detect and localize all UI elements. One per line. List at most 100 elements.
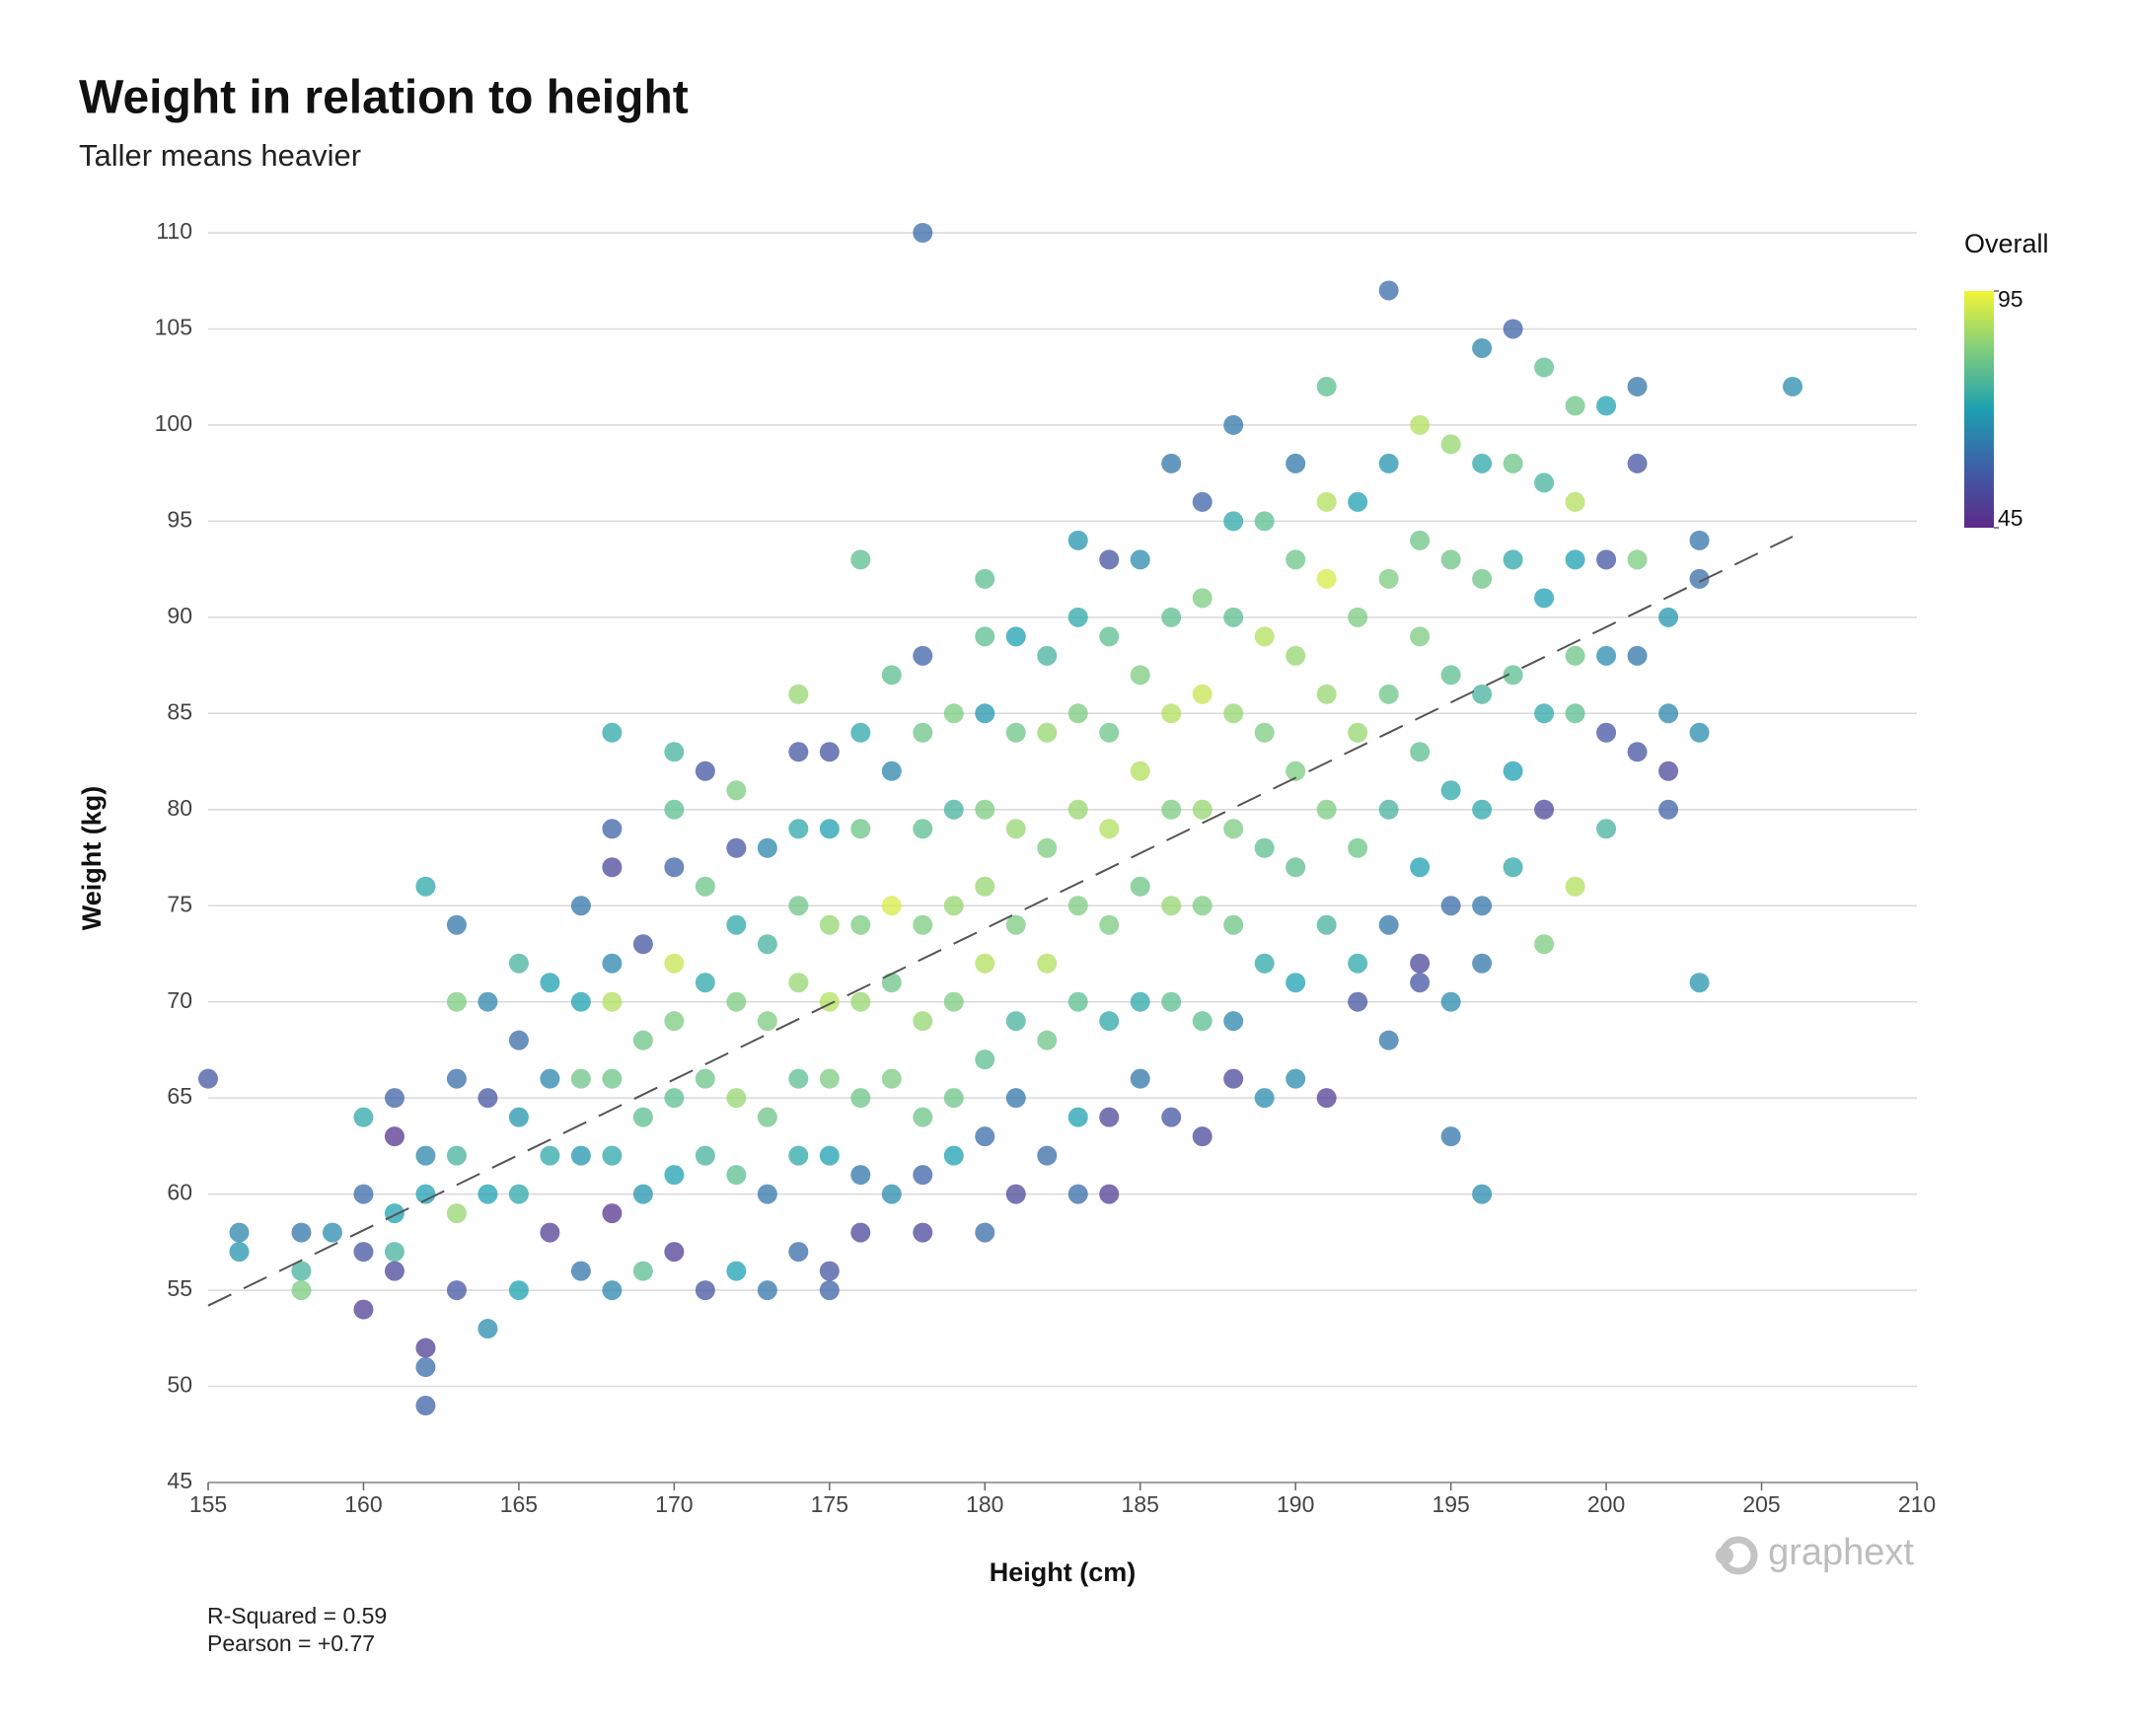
point [1534,934,1555,955]
point [881,973,902,993]
point [1130,991,1150,1012]
point [1472,684,1493,704]
y-tick-label: 70 [167,987,192,1013]
point [1161,799,1182,820]
point [446,991,467,1012]
point [1130,876,1150,897]
point [1596,722,1617,743]
point [1223,1011,1244,1032]
point [726,1165,747,1186]
plot-area: 45 50 55 60 65 70 75 80 85 90 95 100 105 110 155 160 165… [155,218,1937,1517]
point [1099,819,1120,839]
point [1472,896,1493,916]
point [695,1068,715,1089]
point [1254,722,1275,743]
point [1005,914,1026,935]
point [602,1280,623,1301]
point [1037,953,1058,974]
point [570,991,591,1012]
point [1161,991,1182,1012]
point [757,1280,777,1301]
point [943,703,964,724]
chart-subtitle: Taller means heavier [79,138,361,173]
point [1099,914,1120,935]
point [1099,1107,1120,1127]
point [850,914,871,935]
point [1440,1126,1461,1147]
point [1316,1088,1337,1109]
point [788,1242,809,1263]
point [819,1068,840,1089]
point [384,1126,404,1147]
point [975,953,995,974]
point [540,1145,560,1166]
point [1658,760,1679,781]
point [1410,414,1431,435]
chart-title: Weight in relation to height [79,72,689,124]
point [788,742,809,762]
point [570,896,591,916]
point [353,1107,374,1127]
x-tick-label: 160 [344,1491,382,1517]
point [353,1242,374,1263]
x-tick-label: 175 [811,1491,848,1517]
point [1099,1184,1120,1204]
point [632,1030,653,1050]
point [1254,953,1275,974]
point [1037,1145,1058,1166]
point [1472,953,1493,974]
point [1503,319,1523,339]
point [632,934,653,955]
point [1565,703,1585,724]
point [1565,396,1585,416]
point [1286,453,1306,473]
point [1627,645,1648,666]
point [415,876,436,897]
point [198,1068,218,1089]
point [446,1280,467,1301]
point [819,819,840,839]
point [881,1068,902,1089]
point [975,1126,995,1147]
point [384,1088,404,1109]
point [1534,703,1555,724]
point [446,1203,467,1224]
point [788,973,809,993]
point [415,1357,436,1378]
point [1005,819,1026,839]
point [1472,453,1493,473]
point [726,1088,747,1109]
point [913,722,933,743]
y-tick-label: 65 [167,1083,192,1109]
point [508,1184,529,1204]
logo: graphext [1716,1532,1914,1575]
point [695,1280,715,1301]
point [1254,837,1275,858]
point [881,760,902,781]
y-tick-label: 90 [167,603,192,628]
point [1067,991,1088,1012]
point [1348,607,1368,627]
point [1565,645,1585,666]
point [913,645,933,666]
point [570,1261,591,1281]
point [229,1242,250,1263]
point [1689,973,1710,993]
point [1472,799,1493,820]
point [1316,491,1337,512]
point [757,1107,777,1127]
point [819,1280,840,1301]
point [757,1184,777,1204]
point [726,837,747,858]
point [1286,1068,1306,1089]
point [1316,914,1337,935]
point [1099,1011,1120,1032]
point [913,1011,933,1032]
point [695,1145,715,1166]
point [1254,511,1275,532]
point [1565,491,1585,512]
point [1286,549,1306,570]
point [943,991,964,1012]
point [819,991,840,1012]
